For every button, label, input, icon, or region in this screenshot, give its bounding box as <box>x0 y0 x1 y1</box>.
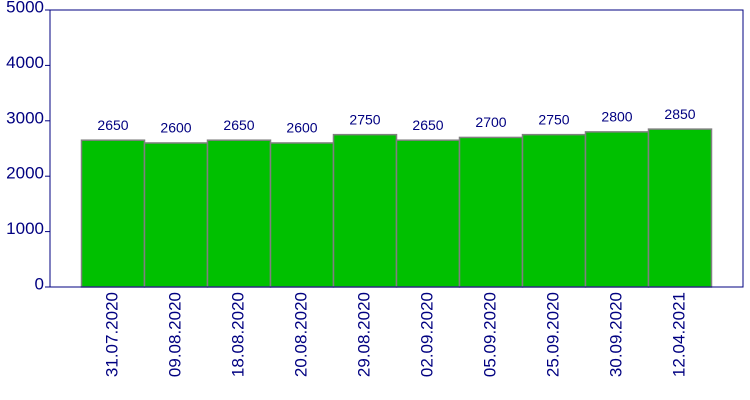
y-tick-label: 5000 <box>6 0 44 16</box>
data-label: 2650 <box>223 117 254 133</box>
bar <box>395 139 461 288</box>
x-tick-label: 30.09.2020 <box>606 292 625 377</box>
y-tick-label: 1000 <box>6 219 44 238</box>
data-label: 2650 <box>97 117 128 133</box>
data-label: 2600 <box>286 120 317 136</box>
y-tick-label: 3000 <box>6 108 44 127</box>
data-label: 2700 <box>475 114 506 130</box>
data-label: 2600 <box>160 120 191 136</box>
x-tick-label: 25.09.2020 <box>543 292 562 377</box>
data-label: 2750 <box>538 111 569 127</box>
y-tick-label: 4000 <box>6 53 44 72</box>
bar <box>521 133 587 288</box>
x-tick-label: 05.09.2020 <box>480 292 499 377</box>
data-label: 2850 <box>664 106 695 122</box>
data-label: 2800 <box>601 109 632 125</box>
bar <box>647 128 713 288</box>
x-tick-label: 20.08.2020 <box>291 292 310 377</box>
bar <box>269 142 335 288</box>
bar <box>80 139 146 288</box>
y-tick-label: 2000 <box>6 164 44 183</box>
bar <box>143 142 209 288</box>
y-tick-label: 0 <box>35 274 44 293</box>
x-tick-label: 02.09.2020 <box>417 292 436 377</box>
bar <box>458 136 524 288</box>
bar <box>584 131 650 288</box>
data-label: 2750 <box>349 111 380 127</box>
x-tick-label: 09.08.2020 <box>165 292 184 377</box>
x-tick-label: 12.04.2021 <box>669 292 688 377</box>
data-label: 2650 <box>412 117 443 133</box>
bar <box>332 133 398 288</box>
bar <box>206 139 272 288</box>
x-tick-label: 31.07.2020 <box>102 292 121 377</box>
plot-frame <box>49 9 744 288</box>
x-tick-label: 29.08.2020 <box>354 292 373 377</box>
x-tick-label: 18.08.2020 <box>228 292 247 377</box>
